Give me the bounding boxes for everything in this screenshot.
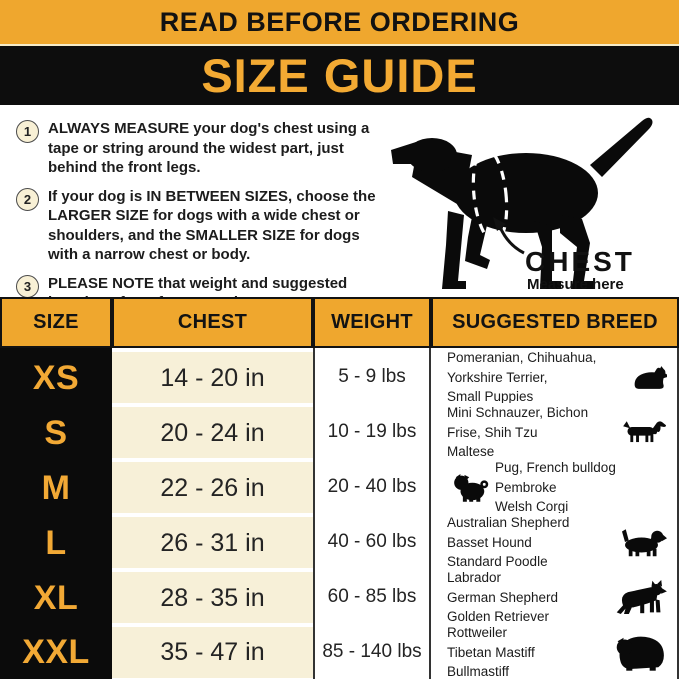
- header-chest: CHEST: [112, 297, 313, 348]
- breed-list: Rottweiler Tibetan Mastiff Bullmastiff: [447, 625, 535, 679]
- size-cell: XXL: [0, 623, 112, 679]
- table-row-xxl: XXL 35 - 47 in 85 - 140 lbs Rottweiler T…: [0, 623, 679, 679]
- chest-cell: 28 - 35 in: [112, 568, 313, 629]
- size-cell: XL: [0, 568, 112, 629]
- breed-list: Pomeranian, Chihuahua, Yorkshire Terrier…: [447, 350, 597, 405]
- breed-cell: Pomeranian, Chihuahua, Yorkshire Terrier…: [431, 348, 679, 409]
- instructions-list: 1 ALWAYS MEASURE your dog's chest using …: [0, 105, 384, 311]
- breed-cell: Pug, French bulldog Pembroke Welsh Corgi: [431, 458, 679, 519]
- breed-list: Australian Shepherd Basset Hound Standar…: [447, 515, 570, 570]
- instruction-item-2: 2 If your dog is IN BETWEEN SIZES, choos…: [12, 187, 380, 265]
- instruction-text-2: If your dog is IN BETWEEN SIZES, choose …: [48, 187, 376, 264]
- dog-measurement-diagram: CHEST Measure here: [384, 105, 679, 297]
- middle-section: 1 ALWAYS MEASURE your dog's chest using …: [0, 105, 679, 311]
- chest-cell: 35 - 47 in: [112, 623, 313, 679]
- weight-cell: 85 - 140 lbs: [313, 623, 431, 679]
- top-banner-text: READ BEFORE ORDERING: [159, 6, 520, 37]
- chest-cell: 14 - 20 in: [112, 348, 313, 409]
- chest-cell: 20 - 24 in: [112, 403, 313, 464]
- mastiff-icon: [615, 634, 667, 671]
- size-cell: L: [0, 513, 112, 574]
- page-title: SIZE GUIDE: [201, 49, 478, 102]
- top-banner: READ BEFORE ORDERING: [0, 0, 679, 44]
- header-weight: WEIGHT: [313, 297, 431, 348]
- breed-cell: Australian Shepherd Basset Hound Standar…: [431, 513, 679, 574]
- instruction-text-1: ALWAYS MEASURE your dog's chest using a …: [48, 120, 370, 176]
- table-row-l: L 26 - 31 in 40 - 60 lbs Australian Shep…: [0, 513, 679, 574]
- pug-icon: [451, 473, 489, 502]
- size-cell: M: [0, 458, 112, 519]
- dachshund-icon: [621, 419, 667, 445]
- chest-measure-ellipse: [471, 146, 509, 244]
- chest-label: CHEST: [525, 246, 635, 277]
- size-cell: S: [0, 403, 112, 464]
- breed-cell: Labrador German Shepherd Golden Retrieve…: [431, 568, 679, 629]
- table-header-row: SIZE CHEST WEIGHT SUGGESTED BREED: [0, 297, 679, 348]
- weight-cell: 5 - 9 lbs: [313, 348, 431, 409]
- table-row-m: M 22 - 26 in 20 - 40 lbs Pug, French bul…: [0, 458, 679, 519]
- table-row-s: S 20 - 24 in 10 - 19 lbs Mini Schnauzer,…: [0, 403, 679, 464]
- breed-list: Labrador German Shepherd Golden Retrieve…: [447, 570, 559, 625]
- size-cell: XS: [0, 348, 112, 409]
- breed-list: Mini Schnauzer, Bichon Frise, Shih Tzu M…: [447, 405, 589, 460]
- yorkshire-terrier-icon: [633, 365, 667, 390]
- chest-cell: 26 - 31 in: [112, 513, 313, 574]
- dog-silhouette: [391, 117, 653, 289]
- weight-cell: 40 - 60 lbs: [313, 513, 431, 574]
- header-suggested-breed: SUGGESTED BREED: [431, 297, 679, 348]
- table-row-xs: XS 14 - 20 in 5 - 9 lbs Pomeranian, Chih…: [0, 348, 679, 409]
- title-banner: SIZE GUIDE: [0, 46, 679, 105]
- header-size: SIZE: [0, 297, 112, 348]
- weight-cell: 10 - 19 lbs: [313, 403, 431, 464]
- number-badge-1: 1: [16, 120, 39, 143]
- dog-silhouette-drawing: CHEST Measure here: [391, 117, 653, 293]
- weight-cell: 60 - 85 lbs: [313, 568, 431, 629]
- basset-hound-icon: [619, 527, 667, 557]
- breed-list: Pug, French bulldog Pembroke Welsh Corgi: [495, 460, 616, 515]
- measure-arrow-icon: [493, 217, 525, 255]
- german-shepherd-icon: [615, 580, 667, 615]
- table-row-xl: XL 28 - 35 in 60 - 85 lbs Labrador Germa…: [0, 568, 679, 629]
- breed-cell: Mini Schnauzer, Bichon Frise, Shih Tzu M…: [431, 403, 679, 464]
- number-badge-3: 3: [16, 274, 39, 298]
- measure-here-label: Measure here: [527, 276, 624, 293]
- chest-cell: 22 - 26 in: [112, 458, 313, 519]
- banner-divider: [0, 44, 679, 46]
- breed-cell: Rottweiler Tibetan Mastiff Bullmastiff: [431, 623, 679, 679]
- number-badge-2: 2: [16, 187, 39, 211]
- instruction-item-1: 1 ALWAYS MEASURE your dog's chest using …: [12, 119, 380, 178]
- weight-cell: 20 - 40 lbs: [313, 458, 431, 519]
- size-table: SIZE CHEST WEIGHT SUGGESTED BREED XS 14 …: [0, 297, 679, 679]
